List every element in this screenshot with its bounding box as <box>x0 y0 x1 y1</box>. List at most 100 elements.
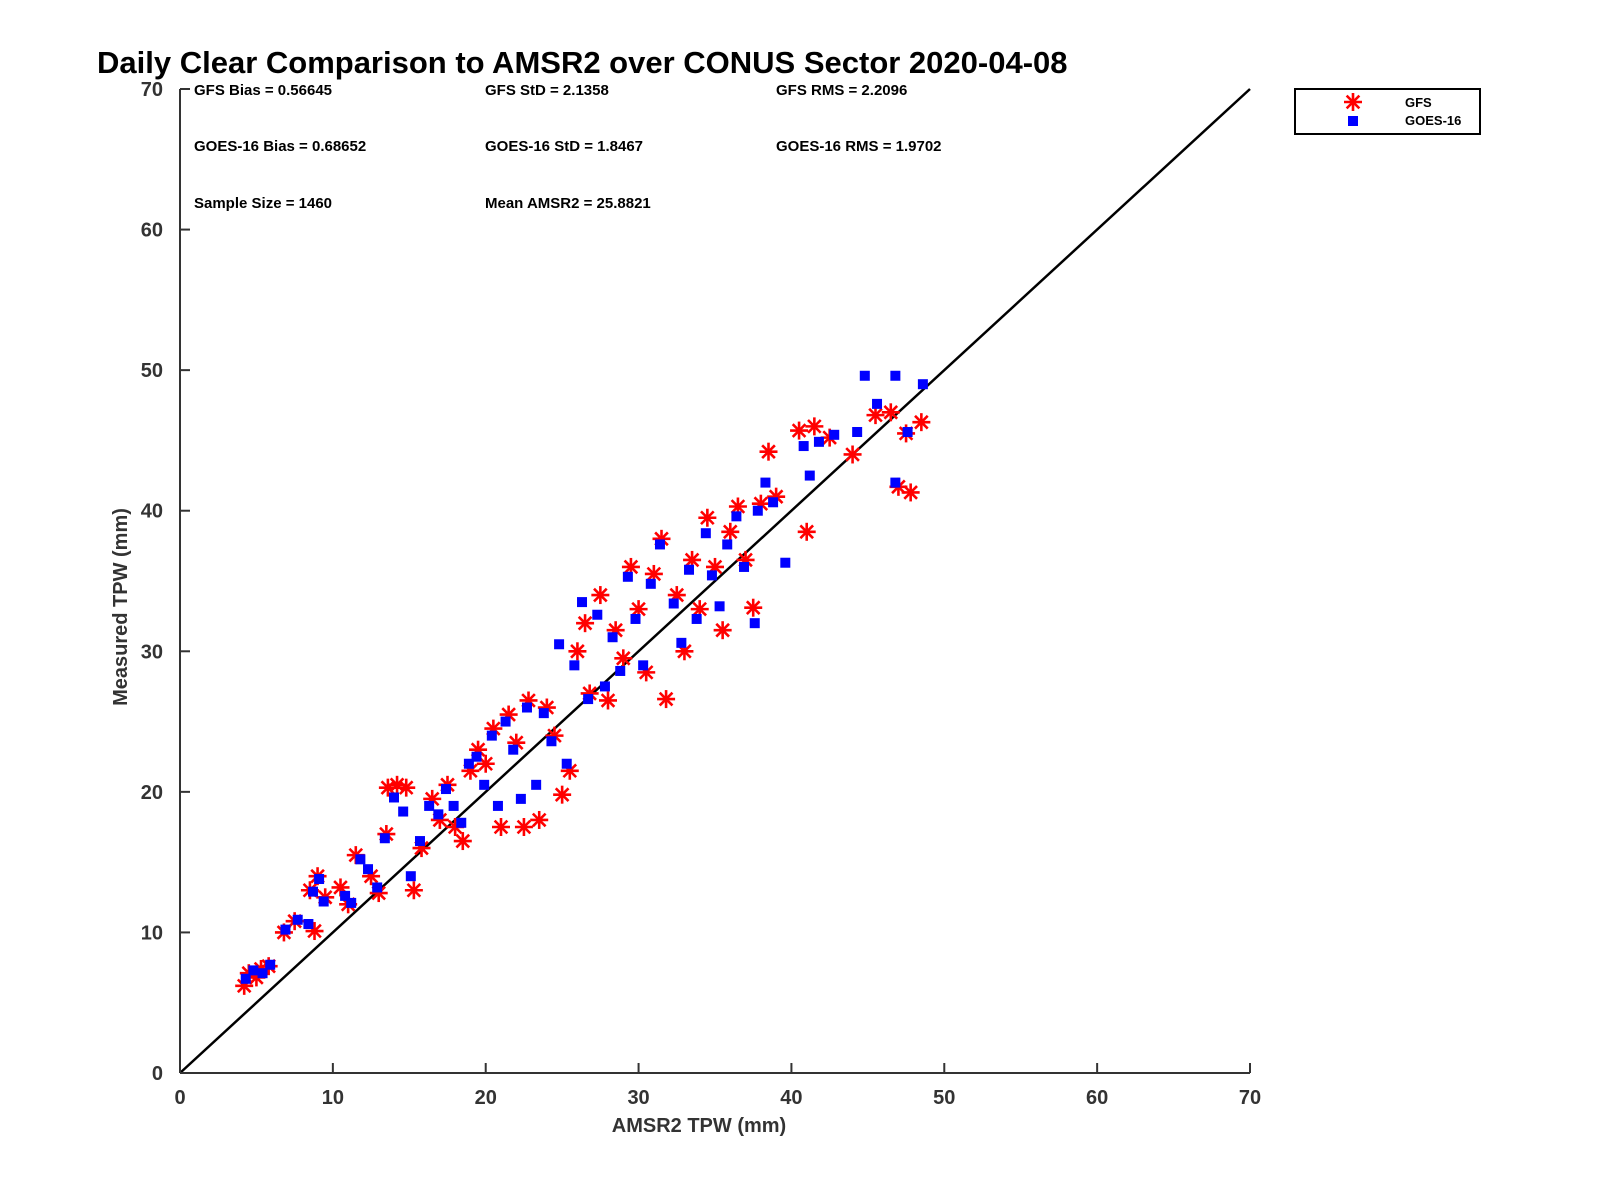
gfs-point <box>698 508 717 527</box>
goes16-point <box>890 477 901 488</box>
goes16-point <box>424 800 435 811</box>
gfs-point <box>797 522 816 541</box>
y-axis-label: Measured TPW (mm) <box>110 508 132 706</box>
stat-sample-size: Sample Size = 1460 <box>194 195 332 212</box>
goes16-point <box>583 694 594 705</box>
goes16-point <box>318 896 329 907</box>
gfs-point <box>912 413 931 432</box>
goes16-point <box>599 681 610 692</box>
y-tick-label: 10 <box>141 922 163 944</box>
goes16-point <box>531 779 542 790</box>
goes16-point <box>500 716 511 727</box>
goes16-point <box>859 370 870 381</box>
goes16-point <box>684 564 695 575</box>
y-tick-label: 40 <box>141 501 163 523</box>
gfs-point <box>759 442 778 461</box>
y-tick-label: 60 <box>141 220 163 242</box>
goes16-point <box>917 379 928 390</box>
x-tick-label: 40 <box>780 1087 802 1109</box>
gfs-point <box>683 550 702 569</box>
goes16-point <box>752 505 763 516</box>
goes16-point <box>731 511 742 522</box>
goes16-point <box>577 597 588 608</box>
goes16-point <box>902 426 913 437</box>
goes16-point <box>700 528 711 539</box>
x-tick-label: 60 <box>1086 1087 1108 1109</box>
x-tick-label: 50 <box>933 1087 955 1109</box>
goes16-point <box>691 613 702 624</box>
gfs-point <box>580 684 599 703</box>
stat-gfs-bias: GFS Bias = 0.56645 <box>194 82 332 99</box>
goes16-point <box>240 973 251 984</box>
goes16-point <box>414 836 425 847</box>
goes16-point <box>654 539 665 550</box>
goes16-point <box>307 886 318 897</box>
goes16-point <box>706 570 717 581</box>
gfs-point <box>881 403 900 422</box>
goes16-point <box>538 708 549 719</box>
goes16-point <box>615 665 626 676</box>
gfs-point <box>713 621 732 640</box>
stat-gfs-rms: GFS RMS = 2.2096 <box>776 82 907 99</box>
gfs-point <box>744 598 763 617</box>
legend-box <box>1294 88 1481 135</box>
stat-goes16-std: GOES-16 StD = 1.8467 <box>485 138 643 155</box>
gfs-point <box>453 832 472 851</box>
stat-goes16-rms: GOES-16 RMS = 1.9702 <box>776 138 942 155</box>
goes16-point <box>433 809 444 820</box>
goes16-point <box>804 470 815 481</box>
data-points-layer <box>235 370 931 995</box>
goes16-point <box>405 871 416 882</box>
gfs-point <box>866 406 885 425</box>
goes16-point <box>668 598 679 609</box>
legend-gfs-label: GFS <box>1405 95 1432 110</box>
goes16-point <box>448 800 459 811</box>
gfs-point <box>599 691 617 710</box>
legend-gfs-marker <box>1344 93 1362 111</box>
goes16-point <box>569 660 580 671</box>
gfs-point <box>690 600 709 619</box>
goes16-point <box>463 758 474 769</box>
x-tick-label: 20 <box>475 1087 497 1109</box>
goes16-point <box>890 370 901 381</box>
x-tick-label: 30 <box>627 1087 649 1109</box>
goes16-point <box>561 758 572 769</box>
legend: GFS GOES-16 <box>1294 88 1481 135</box>
goes16-point <box>248 965 259 976</box>
goes16-point <box>645 578 656 589</box>
goes16-point <box>486 730 497 741</box>
stat-gfs-std: GFS StD = 2.1358 <box>485 82 609 99</box>
goes16-point <box>492 800 503 811</box>
y-tick-label: 20 <box>141 782 163 804</box>
x-tick-label: 70 <box>1239 1087 1261 1109</box>
goes16-point <box>471 751 482 762</box>
goes16-point <box>265 959 276 970</box>
gfs-point <box>568 642 587 661</box>
gfs-point <box>657 690 676 709</box>
goes16-point <box>760 477 771 488</box>
stat-goes16-bias: GOES-16 Bias = 0.68652 <box>194 138 366 155</box>
goes16-point <box>340 890 351 901</box>
goes16-point <box>546 736 557 747</box>
goes16-point <box>280 924 291 935</box>
goes16-point <box>739 561 750 572</box>
goes16-point <box>346 897 357 908</box>
goes16-point <box>676 637 687 648</box>
gfs-point <box>492 818 510 836</box>
goes16-point <box>314 874 325 885</box>
goes16-point <box>768 497 779 508</box>
goes16-point <box>440 784 451 795</box>
goes16-point <box>780 557 791 568</box>
goes16-point <box>456 817 467 828</box>
goes16-point <box>515 793 526 804</box>
goes16-point <box>852 426 863 437</box>
goes16-point <box>829 429 840 440</box>
y-tick-label: 30 <box>141 641 163 663</box>
goes16-point <box>622 571 633 582</box>
goes16-point <box>508 744 519 755</box>
statistics-annotations: GFS Bias = 0.56645 GFS StD = 2.1358 GFS … <box>194 82 942 212</box>
gfs-point <box>514 818 533 836</box>
gfs-point <box>721 522 740 541</box>
goes16-point <box>379 833 390 844</box>
